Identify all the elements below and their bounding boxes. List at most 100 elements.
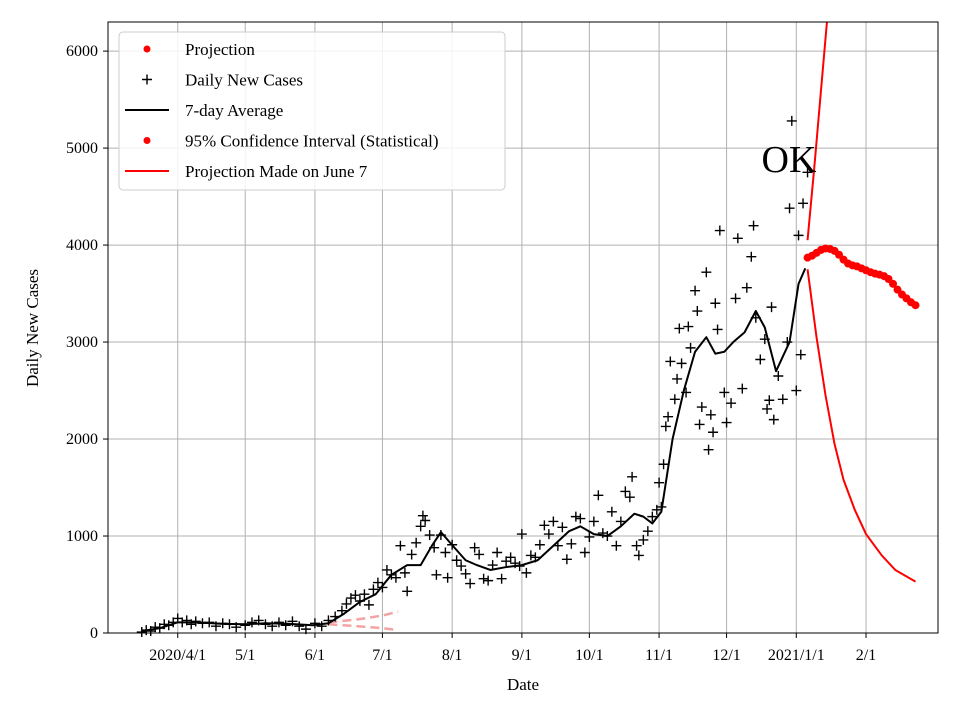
legend-plus-marker: [142, 74, 152, 85]
legend-label: Daily New Cases: [185, 71, 303, 90]
daily-case-marker: [440, 547, 451, 558]
daily-case-marker: [647, 511, 658, 522]
daily-case-marker: [136, 627, 147, 638]
y-tick-label: 0: [90, 625, 98, 642]
daily-case-marker: [420, 515, 431, 526]
daily-case-marker: [802, 167, 813, 178]
daily-case-marker: [415, 521, 426, 532]
x-tick-label: 5/1: [235, 647, 255, 664]
daily-case-marker: [762, 403, 773, 414]
daily-case-marker: [561, 554, 572, 565]
daily-case-marker: [766, 302, 777, 313]
daily-case-marker: [350, 590, 361, 601]
daily-case-marker: [676, 358, 687, 369]
daily-case-marker: [399, 567, 410, 578]
seven-day-average-line: [141, 267, 807, 633]
daily-case-marker: [703, 444, 714, 455]
daily-case-marker: [442, 572, 453, 583]
daily-case-marker: [737, 383, 748, 394]
daily-case-marker: [694, 419, 705, 430]
daily-case-marker: [417, 510, 428, 521]
daily-case-marker: [566, 538, 577, 549]
legend-label: 95% Confidence Interval (Statistical): [185, 132, 439, 151]
daily-case-marker: [363, 599, 374, 610]
daily-case-marker: [492, 547, 503, 558]
june7-lower-bound: [328, 623, 399, 632]
june7-projection-band: [328, 610, 399, 632]
daily-case-marker: [246, 617, 257, 628]
legend-label: Projection: [185, 40, 255, 59]
daily-case-marker: [732, 233, 743, 244]
daily-case-marker: [316, 621, 327, 632]
daily-case-marker: [660, 421, 671, 432]
daily-case-marker: [746, 251, 757, 262]
daily-case-marker: [683, 321, 694, 332]
daily-case-marker: [784, 203, 795, 214]
x-tick-label: 11/1: [645, 647, 673, 664]
daily-case-marker: [708, 427, 719, 438]
daily-case-marker: [505, 552, 516, 563]
ci-lower-bound: [806, 269, 917, 583]
daily-case-marker: [487, 560, 498, 571]
daily-case-marker: [309, 618, 320, 629]
daily-case-marker: [557, 522, 568, 533]
legend-item: Projection: [143, 40, 255, 59]
y-tick-label: 5000: [66, 140, 98, 157]
daily-case-marker: [773, 370, 784, 381]
daily-case-marker: [294, 621, 305, 632]
daily-case-marker: [624, 492, 635, 503]
daily-case-marker: [575, 513, 586, 524]
projection-marker: [911, 301, 920, 310]
daily-case-marker: [280, 620, 291, 631]
daily-case-marker: [359, 589, 370, 600]
daily-case-marker: [701, 267, 712, 278]
legend-label: 7-day Average: [185, 101, 283, 120]
daily-case-marker: [456, 561, 467, 572]
seven-day-average-series: [141, 267, 807, 633]
x-tick-label: 8/1: [442, 647, 462, 664]
daily-case-marker: [741, 282, 752, 293]
daily-case-marker: [654, 477, 665, 488]
daily-case-marker: [593, 490, 604, 501]
daily-case-marker: [730, 293, 741, 304]
daily-case-marker: [372, 577, 383, 588]
daily-case-marker: [451, 555, 462, 566]
daily-case-marker: [411, 537, 422, 548]
daily-case-marker: [273, 617, 284, 628]
y-tick-label: 6000: [66, 43, 98, 60]
daily-case-marker: [633, 550, 644, 561]
daily-case-marker: [539, 520, 550, 531]
x-tick-label: 9/1: [512, 647, 532, 664]
plot-frame: [107, 21, 939, 634]
daily-case-marker: [669, 394, 680, 405]
daily-case-marker: [483, 575, 494, 586]
daily-case-marker: [755, 354, 766, 365]
daily-case-marker: [642, 526, 653, 537]
daily-case-marker: [521, 567, 532, 578]
daily-case-marker: [606, 506, 617, 517]
legend: Projection Daily New Cases 7-day Average 95…: [118, 31, 506, 191]
daily-case-marker: [570, 511, 581, 522]
daily-case-marker: [798, 198, 809, 209]
daily-case-marker: [579, 547, 590, 558]
y-axis-label: Daily New Cases: [23, 269, 42, 387]
daily-case-marker: [150, 622, 161, 633]
legend-item: 95% Confidence Interval (Statistical): [143, 132, 439, 151]
legend-box: [118, 31, 506, 191]
daily-case-marker: [465, 578, 476, 589]
daily-case-marker: [631, 540, 642, 551]
daily-case-marker: [768, 414, 779, 425]
daily-case-marker: [714, 225, 725, 236]
legend-dot-marker: [143, 45, 151, 53]
daily-case-marker: [469, 542, 480, 553]
daily-case-marker: [674, 323, 685, 334]
legend-label: Projection Made on June 7: [185, 162, 368, 181]
daily-case-marker: [588, 516, 599, 527]
daily-case-marker: [548, 516, 559, 527]
legend-item: Daily New Cases: [142, 71, 303, 90]
daily-case-marker: [658, 459, 669, 470]
x-tick-label: 6/1: [305, 647, 325, 664]
daily-case-marker: [726, 398, 737, 409]
daily-case-marker: [638, 534, 649, 545]
daily-case-marker: [627, 471, 638, 482]
